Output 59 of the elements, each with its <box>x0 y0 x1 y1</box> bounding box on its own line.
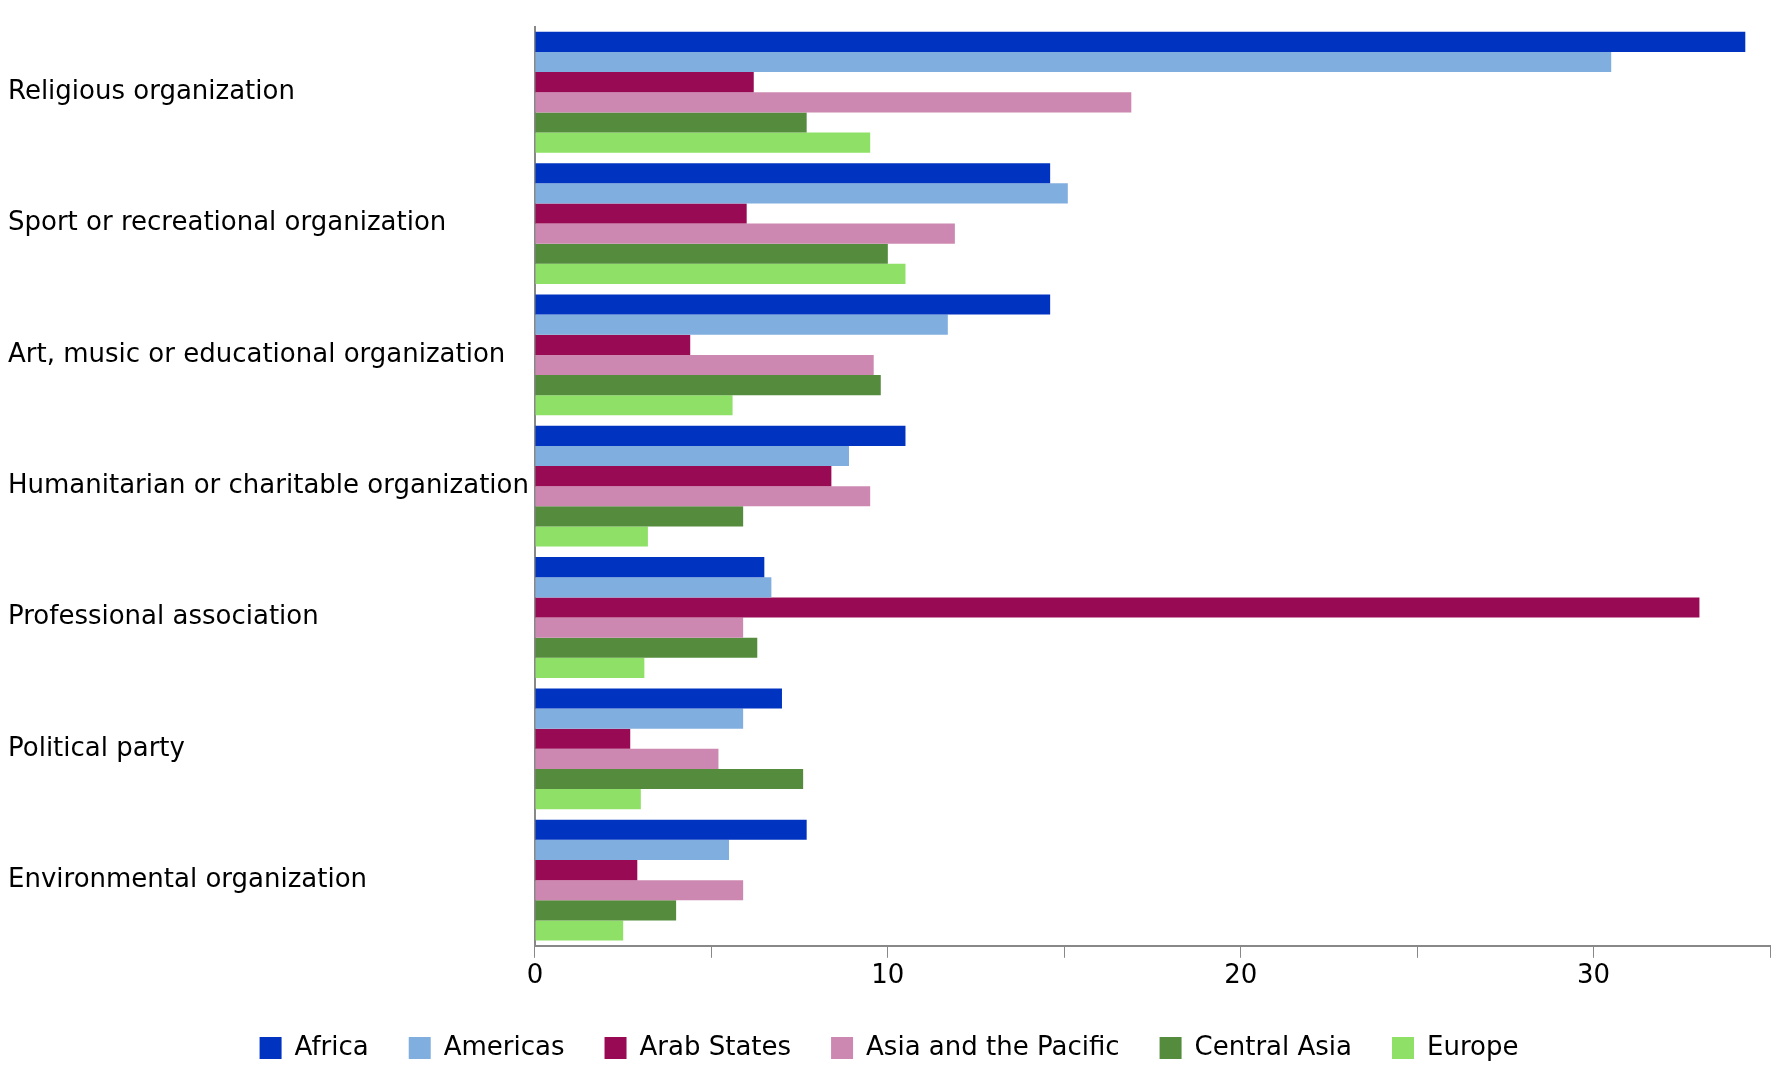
legend-label: Europe <box>1426 1030 1519 1061</box>
bar <box>535 526 648 547</box>
y-tick-label: Professional association <box>8 600 319 631</box>
bar <box>535 466 832 487</box>
bar <box>535 112 807 133</box>
y-tick-label: Sport or recreational organization <box>8 206 447 237</box>
bar <box>535 314 948 335</box>
bar <box>535 688 782 709</box>
bar <box>535 334 691 355</box>
bar <box>535 617 744 638</box>
bar <box>535 839 730 861</box>
bar <box>535 637 758 658</box>
x-tick-label: 30 <box>1577 959 1611 990</box>
bar <box>535 31 1746 52</box>
bar <box>535 445 850 467</box>
legend-label: Arab States <box>639 1030 792 1061</box>
bar <box>535 789 641 810</box>
bar <box>535 880 744 901</box>
bar <box>535 920 624 941</box>
bar <box>535 506 744 527</box>
y-tick-label: Religious organization <box>8 75 295 106</box>
bar <box>535 557 765 578</box>
bar <box>535 768 804 790</box>
x-tick-label: 0 <box>526 959 544 990</box>
bar <box>535 243 888 264</box>
bar <box>535 132 871 153</box>
bar <box>535 223 955 244</box>
legend-label: Asia and the Pacific <box>866 1030 1120 1061</box>
legend-label: Americas <box>443 1030 565 1061</box>
x-tick-label: 20 <box>1224 959 1258 990</box>
x-tick-label: 10 <box>871 959 905 990</box>
bar <box>535 354 874 376</box>
bar <box>535 819 807 840</box>
bar <box>535 860 638 881</box>
y-tick-label: Environmental organization <box>8 862 368 893</box>
bar <box>535 425 906 446</box>
bar <box>535 748 719 769</box>
bar <box>535 900 677 921</box>
y-tick-label: Political party <box>8 731 185 762</box>
legend-label: Central Asia <box>1194 1030 1352 1061</box>
bar <box>535 72 754 93</box>
bar <box>535 728 631 749</box>
bar <box>535 92 1132 113</box>
bar <box>535 577 772 598</box>
bar <box>535 203 747 224</box>
y-tick-label: Humanitarian or charitable organization <box>8 468 529 499</box>
y-tick-label: Art, music or educational organization <box>8 337 506 368</box>
bar <box>535 375 881 396</box>
bar <box>535 163 1051 184</box>
bar <box>535 708 744 729</box>
bar <box>535 263 906 284</box>
bar <box>535 183 1068 204</box>
bar <box>535 395 733 416</box>
bar <box>535 51 1612 73</box>
bar <box>535 294 1051 315</box>
bar <box>535 486 871 507</box>
legend-label: Africa <box>294 1030 369 1061</box>
bar <box>535 657 645 678</box>
bar <box>535 597 1700 618</box>
